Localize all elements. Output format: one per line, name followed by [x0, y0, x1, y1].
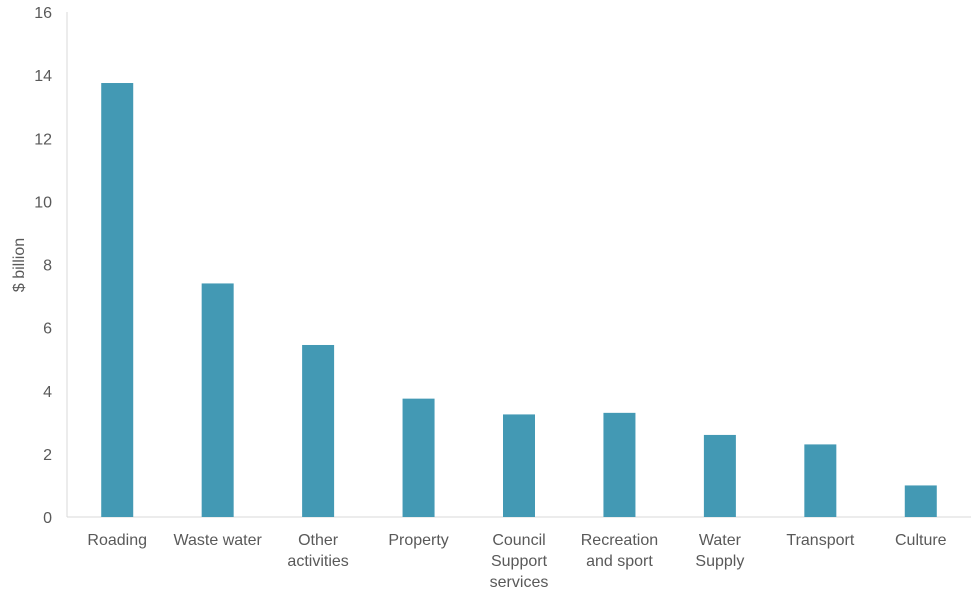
category-label: Water Supply [695, 532, 744, 570]
category-label-line: Supply [695, 553, 744, 570]
category-label: Other activities [287, 532, 348, 570]
y-tick-label: 0 [43, 510, 52, 527]
y-tick-label: 16 [34, 5, 52, 22]
category-label-line: and sport [586, 553, 653, 570]
bars [101, 83, 937, 517]
category-label-line: Culture [895, 532, 947, 549]
bar [201, 283, 234, 517]
bar [503, 414, 535, 517]
y-tick-label: 8 [43, 258, 52, 275]
category-label: Recreation and sport [581, 532, 658, 570]
category-label-line: Support [491, 553, 548, 570]
bar [603, 412, 636, 517]
bar [804, 444, 837, 517]
category-label-line: activities [287, 553, 348, 570]
y-tick-label: 4 [43, 384, 52, 401]
bar [402, 398, 435, 517]
bar [101, 83, 134, 517]
y-tick-labels: 0 2 4 6 8 10 12 14 16 [34, 5, 52, 527]
y-tick-label: 14 [34, 68, 52, 85]
category-label-line: Water [699, 532, 742, 549]
category-label-line: Other [298, 532, 339, 549]
category-label: Council Support services [490, 532, 549, 589]
bar [302, 344, 335, 517]
category-label: Waste water [174, 532, 263, 549]
category-label-line: services [490, 574, 549, 589]
category-label-line: Transport [786, 532, 854, 549]
y-tick-label: 6 [43, 321, 52, 338]
y-tick-label: 12 [34, 131, 52, 148]
bar [703, 434, 736, 517]
category-labels: Roading Waste water Other activities Propert… [87, 532, 946, 589]
y-tick-label: 10 [34, 194, 52, 211]
category-label-line: Recreation [581, 532, 658, 549]
bar [904, 485, 937, 517]
category-label-line: Property [388, 532, 448, 549]
y-axis-label: $ billion [11, 238, 28, 292]
category-label-line: Roading [87, 532, 147, 549]
category-label: Property [388, 532, 448, 549]
category-label: Roading [87, 532, 147, 549]
y-tick-label: 2 [43, 447, 52, 464]
category-label-line: Waste water [174, 532, 263, 549]
category-label: Culture [895, 532, 947, 549]
category-label: Transport [786, 532, 854, 549]
category-label-line: Council [492, 532, 545, 549]
